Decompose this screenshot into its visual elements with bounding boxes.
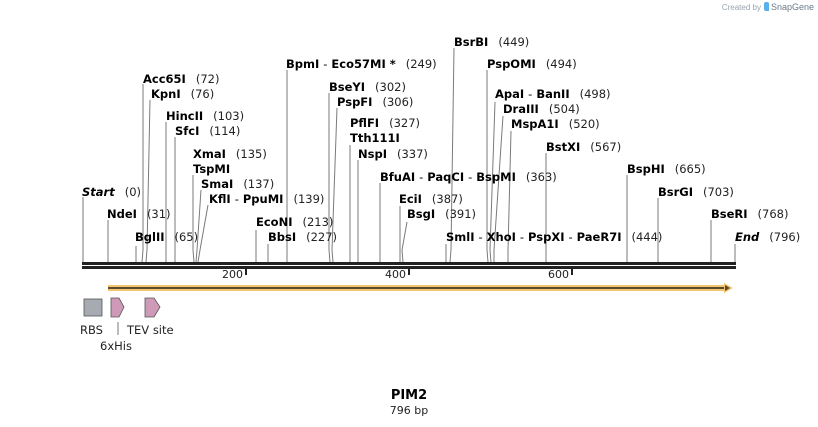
site-end: End (796) xyxy=(735,230,801,244)
rbs-feature-icon xyxy=(83,298,103,317)
backbone-bottom xyxy=(82,266,736,269)
site-ndei[interactable]: NdeI (31) xyxy=(107,207,171,221)
site-bstxi[interactable]: BstXI (567) xyxy=(546,140,622,154)
feature-label-6xhis[interactable]: 6xHis xyxy=(100,339,132,353)
site-nspi[interactable]: NspI (337) xyxy=(358,147,428,161)
map-title: PIM2 xyxy=(390,388,428,403)
site-sfci[interactable]: SfcI (114) xyxy=(175,124,241,138)
site-tth111i[interactable]: Tth111I xyxy=(350,131,400,145)
site-bpmi[interactable]: BpmI - Eco57MI * (249) xyxy=(286,57,437,71)
site-tspmi[interactable]: TspMI xyxy=(193,162,231,176)
site-ecii[interactable]: EciI (387) xyxy=(399,192,463,206)
site-bbsi[interactable]: BbsI (227) xyxy=(268,230,338,244)
site-bseyi[interactable]: BseYI (302) xyxy=(329,80,406,94)
credit-prefix: Created by xyxy=(721,3,761,12)
feature-label-tev[interactable]: TEV site xyxy=(127,323,174,337)
site-bsrgi[interactable]: BsrGI (703) xyxy=(658,185,734,199)
site-kpni[interactable]: KpnI (76) xyxy=(151,87,215,101)
site-acc65i[interactable]: Acc65I (72) xyxy=(143,72,220,86)
site-apai[interactable]: ApaI - BanII (498) xyxy=(495,87,611,101)
ruler-tick-600: 600 xyxy=(548,268,569,281)
map-length: 796 bp xyxy=(389,404,429,417)
snapgene-credit: Created by SnapGene xyxy=(722,2,814,12)
snapgene-logo-icon xyxy=(763,2,769,11)
site-hincii[interactable]: HincII (103) xyxy=(166,109,245,123)
6xhis-feature-icon xyxy=(110,297,125,318)
site-smai[interactable]: SmaI (137) xyxy=(201,177,275,191)
feature-label-rbs[interactable]: RBS xyxy=(80,323,103,337)
site-bglii[interactable]: BglII (65) xyxy=(135,230,199,244)
site-pspomi[interactable]: PspOMI (494) xyxy=(487,57,577,71)
site-pspfi[interactable]: PspFI (306) xyxy=(337,95,414,109)
site-bsgi[interactable]: BsgI (391) xyxy=(407,207,477,221)
ruler-tick-400: 400 xyxy=(385,268,406,281)
site-kfli[interactable]: KflI - PpuMI (139) xyxy=(209,192,325,206)
site-bfuai[interactable]: BfuAI - PaqCI - BspMI (363) xyxy=(380,170,557,184)
site-bsrbi[interactable]: BsrBI (449) xyxy=(454,35,530,49)
site-smli[interactable]: SmlI - XhoI - PspXI - PaeR7I (444) xyxy=(446,230,663,244)
site-bsphi[interactable]: BspHI (665) xyxy=(627,162,706,176)
site-mspa1i[interactable]: MspA1I (520) xyxy=(511,117,600,131)
credit-brand: SnapGene xyxy=(770,2,814,12)
site-start: Start (0) xyxy=(82,185,142,199)
site-draiii[interactable]: DraIII (504) xyxy=(503,102,580,116)
tev-feature-icon xyxy=(144,297,161,318)
site-xmai[interactable]: XmaI (135) xyxy=(193,147,267,161)
site-econi[interactable]: EcoNI (213) xyxy=(256,215,334,229)
ruler-tick-200: 200 xyxy=(222,268,243,281)
backbone-top xyxy=(82,262,736,265)
site-pflfi[interactable]: PflFI (327) xyxy=(350,116,421,130)
site-bseri[interactable]: BseRI (768) xyxy=(711,207,789,221)
